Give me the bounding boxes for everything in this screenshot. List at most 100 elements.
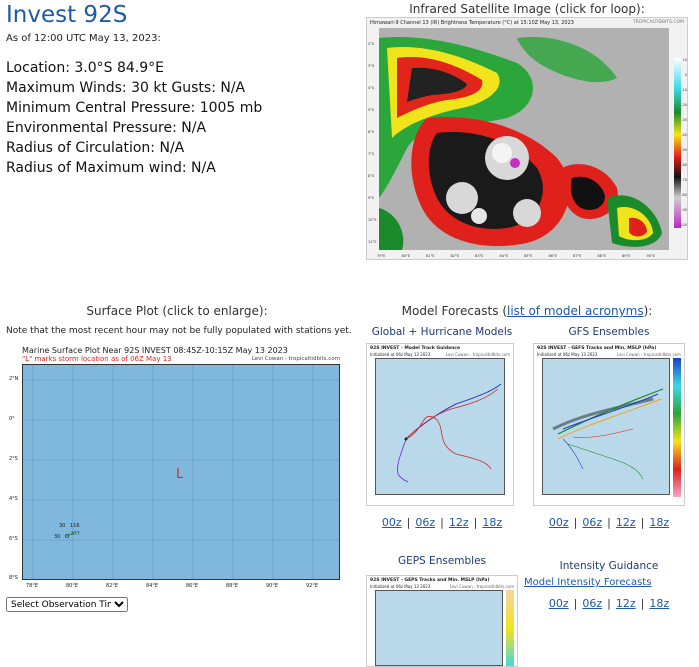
ir-lon-label: 86°E	[548, 254, 557, 258]
ir-lat-label: 7°S	[368, 152, 375, 156]
storm-title: Invest 92S	[6, 2, 128, 28]
global-00z-link[interactable]: 00z	[381, 516, 402, 529]
station-temp: 30	[59, 523, 66, 529]
ir-scale-label: -100	[679, 223, 687, 227]
geps-panel-credit: Levi Cowan - tropicaltidbits.com	[449, 584, 514, 589]
geps-ensembles-image[interactable]: 92S INVEST - GEPS Tracks and Min. MSLP (…	[366, 575, 518, 667]
infrared-satellite-image[interactable]: Himawari-9 Channel 13 (IR) Brightness Te…	[366, 17, 688, 260]
gfs-00z-link[interactable]: 00z	[548, 516, 569, 529]
ir-lat-label: 9°S	[368, 196, 375, 200]
surface-plot-image[interactable]: Marine Surface Plot Near 92S INVEST 08:4…	[6, 343, 346, 593]
gfs-panel-title: 92S INVEST - GEFS Tracks and Min. MSLP (…	[537, 346, 657, 351]
gfs-ensembles-links: 00z | 06z | 12z | 18z	[548, 516, 670, 529]
ir-lat-label: 2°S	[368, 42, 375, 46]
global-12z-link[interactable]: 12z	[448, 516, 469, 529]
lon-label: 90°E	[266, 583, 279, 589]
geps-panel-title: 92S INVEST - GEPS Tracks and Min. MSLP (…	[370, 578, 490, 583]
lat-label: 4°S	[9, 496, 18, 502]
gfs-color-scale	[673, 358, 681, 497]
ir-scale-label: -80	[681, 193, 687, 197]
ir-lat-label: 10°S	[368, 218, 377, 222]
gfs-12z-link[interactable]: 12z	[615, 516, 636, 529]
infrared-caption: Himawari-9 Channel 13 (IR) Brightness Te…	[370, 20, 574, 26]
gfs-06z-link[interactable]: 06z	[582, 516, 603, 529]
lon-label: 88°E	[226, 583, 239, 589]
station-dewpoint: 30	[54, 534, 61, 540]
lat-label: 8°S	[9, 575, 18, 581]
ir-lon-label: 80°E	[401, 254, 410, 258]
radius-circulation-stat: Radius of Circulation: N/A	[6, 140, 185, 156]
lat-label: 6°S	[9, 536, 18, 542]
ir-lat-label: 4°S	[368, 86, 375, 90]
global-panel-map	[375, 358, 505, 495]
intensity-links: 00z | 06z | 12z | 18z	[548, 597, 670, 610]
model-forecasts-heading: Model Forecasts (list of model acronyms)…	[366, 304, 688, 318]
global-panel-title: 92S INVEST - Model Track Guidance	[370, 346, 461, 351]
ir-lon-label: 79°E	[377, 254, 386, 258]
max-winds-stat: Maximum Winds: 30 kt Gusts: N/A	[6, 80, 246, 96]
model-forecasts-label: Model Forecasts (	[401, 304, 507, 318]
ir-lat-label: 8°S	[368, 174, 375, 178]
surface-plot-title: Marine Surface Plot Near 92S INVEST 08:4…	[22, 346, 288, 355]
surface-plot-heading: Surface Plot (click to enlarge):	[86, 304, 268, 318]
intensity-guidance-heading: Intensity Guidance	[559, 560, 659, 572]
intensity-18z-link[interactable]: 18z	[649, 597, 670, 610]
lon-label: 84°E	[146, 583, 159, 589]
gfs-18z-link[interactable]: 18z	[649, 516, 670, 529]
ir-scale-label: -50	[681, 148, 687, 152]
intensity-06z-link[interactable]: 06z	[582, 597, 603, 610]
ir-lon-label: 89°E	[622, 254, 631, 258]
intensity-12z-link[interactable]: 12z	[615, 597, 636, 610]
infrared-heading: Infrared Satellite Image (click for loop…	[409, 2, 645, 16]
intensity-00z-link[interactable]: 00z	[548, 597, 569, 610]
storm-location-marker: L	[176, 467, 184, 482]
gfs-ensembles-heading: GFS Ensembles	[568, 326, 650, 338]
global-18z-link[interactable]: 18z	[482, 516, 503, 529]
ir-scale-label: -70	[681, 178, 687, 182]
model-acronyms-link[interactable]: list of model acronyms	[507, 304, 644, 318]
global-06z-link[interactable]: 06z	[415, 516, 436, 529]
geps-panel-map	[375, 590, 503, 666]
ir-lon-label: 81°E	[426, 254, 435, 258]
model-intensity-forecasts-link[interactable]: Model Intensity Forecasts	[524, 577, 652, 588]
ir-lon-label: 87°E	[573, 254, 582, 258]
lat-label: 0°	[9, 416, 15, 422]
ir-scale-label: -40	[681, 133, 687, 137]
surface-map: L 30 116 30 377	[22, 364, 340, 580]
global-models-track-image[interactable]: 92S INVEST - Model Track Guidance Initia…	[366, 343, 514, 506]
ir-lon-label: 82°E	[450, 254, 459, 258]
observation-time-select[interactable]: Select Observation Time...	[6, 597, 128, 612]
ir-lat-label: 6°S	[368, 130, 375, 134]
station-extra: 377	[71, 532, 80, 537]
lat-label: 2°N	[9, 376, 19, 382]
surface-plot-credit: Levi Cowan - tropicaltidbits.com	[251, 356, 340, 362]
infrared-imagery	[379, 28, 681, 250]
global-models-links: 00z | 06z | 12z | 18z	[381, 516, 503, 529]
gfs-panel-credit: Levi Cowan - tropicaltidbits.com	[616, 352, 681, 357]
ir-scale-label: -20	[681, 103, 687, 107]
global-models-heading: Global + Hurricane Models	[371, 326, 513, 338]
global-panel-credit: Levi Cowan - tropicaltidbits.com	[445, 352, 510, 357]
lon-label: 80°E	[66, 583, 79, 589]
ir-lat-label: 5°S	[368, 108, 375, 112]
surface-plot-note: Note that the most recent hour may not b…	[6, 326, 352, 336]
model-forecasts-suffix: ):	[643, 304, 653, 318]
min-pressure-stat: Minimum Central Pressure: 1005 mb	[6, 100, 263, 116]
env-pressure-stat: Environmental Pressure: N/A	[6, 120, 207, 136]
lon-label: 86°E	[186, 583, 199, 589]
ir-scale-label: -30	[681, 118, 687, 122]
geps-panel-subtitle: Initialized at 06z May 13 2023	[370, 584, 431, 589]
gfs-ensembles-image[interactable]: 92S INVEST - GEFS Tracks and Min. MSLP (…	[533, 343, 685, 506]
ir-lon-label: 85°E	[524, 254, 533, 258]
ir-lon-label: 84°E	[499, 254, 508, 258]
ir-scale-label: 10	[682, 58, 687, 62]
gfs-panel-subtitle: Initialized at 06z May 13 2023	[537, 352, 598, 357]
global-panel-subtitle: Initialized at 06z May 13 2023	[370, 352, 431, 357]
ir-scale-label: -10	[681, 88, 687, 92]
location-stat: Location: 3.0°S 84.9°E	[6, 60, 164, 76]
lon-label: 82°E	[106, 583, 119, 589]
ir-lon-label: 90°E	[646, 254, 655, 258]
infrared-credit: TROPICALTIDBITS.COM	[632, 20, 684, 25]
ir-scale-label: -90	[681, 208, 687, 212]
lat-label: 2°S	[9, 456, 18, 462]
